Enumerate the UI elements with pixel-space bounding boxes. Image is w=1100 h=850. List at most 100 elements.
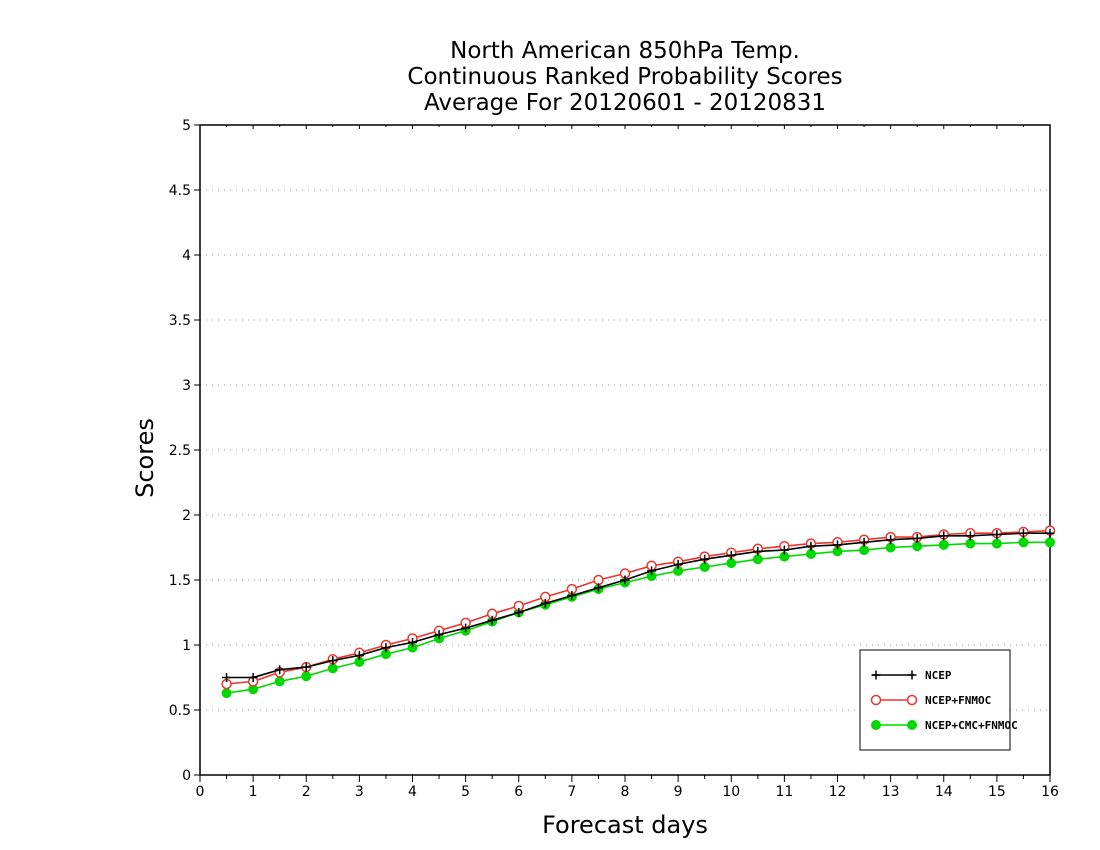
data-point xyxy=(991,538,1002,549)
x-tick-label: 16 xyxy=(1041,784,1059,800)
x-tick-label: 9 xyxy=(674,784,683,800)
data-point xyxy=(806,541,816,551)
y-tick-label: 2.5 xyxy=(169,443,191,459)
data-point xyxy=(301,662,311,672)
data-point xyxy=(906,694,918,706)
plot-frame xyxy=(199,124,1051,776)
data-point xyxy=(381,643,391,653)
x-tick-label: 0 xyxy=(196,784,205,800)
data-point xyxy=(647,566,657,576)
data-point xyxy=(965,531,975,541)
data-point xyxy=(833,540,842,550)
x-tick-label: 7 xyxy=(567,784,576,800)
x-tick-label: 6 xyxy=(514,784,523,800)
y-gridlines xyxy=(200,189,1050,711)
data-point xyxy=(593,583,603,593)
y-tick-label: 1 xyxy=(182,638,191,654)
x-tick-label: 5 xyxy=(461,784,470,800)
y-tick-label: 0 xyxy=(182,768,191,784)
x-axis-title: Forecast days xyxy=(542,811,708,839)
data-point xyxy=(1045,537,1055,548)
y-tick-label: 2 xyxy=(182,508,191,524)
data-point xyxy=(859,545,870,556)
data-point xyxy=(461,623,471,633)
data-point xyxy=(673,559,683,569)
data-point xyxy=(354,650,364,660)
y-tick-label: 5 xyxy=(182,118,191,134)
y-tick-label: 3.5 xyxy=(169,313,191,329)
y-tick-label: 4.5 xyxy=(169,183,191,199)
data-point xyxy=(871,670,881,680)
data-point xyxy=(1018,528,1028,538)
data-point xyxy=(487,615,497,625)
data-point xyxy=(912,541,923,552)
data-point xyxy=(886,535,896,545)
x-tick-label: 3 xyxy=(355,784,364,800)
legend-label: NCEP+FNMOC xyxy=(925,694,991,707)
chart-title-line-2: Continuous Ranked Probability Scores xyxy=(407,64,842,90)
x-tick-label: 1 xyxy=(249,784,258,800)
x-tick-label: 11 xyxy=(775,784,793,800)
data-point xyxy=(907,720,917,730)
x-tick-label: 13 xyxy=(882,784,900,800)
data-point xyxy=(274,676,285,687)
data-point xyxy=(221,688,232,699)
x-tick-label: 2 xyxy=(302,784,311,800)
legend-entry: NCEP+FNMOC xyxy=(870,694,991,707)
data-point xyxy=(700,554,710,564)
data-point xyxy=(1045,528,1055,538)
x-tick-label: 12 xyxy=(829,784,847,800)
data-point xyxy=(912,533,922,543)
legend-label: NCEP xyxy=(925,669,952,682)
data-point xyxy=(540,598,550,608)
data-point xyxy=(222,673,232,682)
data-point xyxy=(907,670,917,680)
x-tick-label: 8 xyxy=(621,784,630,800)
data-point xyxy=(328,656,338,666)
x-tick-label: 4 xyxy=(408,784,417,800)
data-point xyxy=(567,591,577,601)
data-point xyxy=(726,558,737,569)
data-point xyxy=(752,554,763,565)
data-point xyxy=(1018,537,1029,548)
data-point xyxy=(408,637,417,647)
data-point xyxy=(938,539,949,550)
data-point xyxy=(726,550,736,560)
data-point xyxy=(699,562,710,572)
y-tick-label: 4 xyxy=(182,248,191,264)
y-tick-label: 1.5 xyxy=(169,573,191,589)
data-point xyxy=(992,530,1002,539)
data-point xyxy=(805,549,816,559)
legend-entry: NCEP xyxy=(871,669,952,682)
data-point xyxy=(859,537,869,547)
data-point xyxy=(885,542,896,553)
y-tick-label: 0.5 xyxy=(169,703,191,719)
legend-label: NCEP+CMC+FNMOC xyxy=(925,719,1018,732)
x-tick-label: 15 xyxy=(988,784,1006,800)
data-point xyxy=(620,575,630,585)
x-tick-label: 10 xyxy=(722,784,740,800)
data-point xyxy=(275,665,285,675)
legend-entry: NCEP+CMC+FNMOC xyxy=(871,719,1018,732)
y-axis-ticks: 0 0.5 1 1.5 2 2.5 3 3.5 4 4.5 5 xyxy=(169,118,200,784)
data-point xyxy=(965,538,976,549)
chart-title: North American 850hPa Temp. Continuous R… xyxy=(407,38,842,116)
x-tick-label: 14 xyxy=(935,784,953,800)
x-axis-ticks: 0 1 2 3 4 5 6 7 8 9 10 11 12 13 14 15 16 xyxy=(196,125,1059,800)
data-point xyxy=(434,630,444,640)
series-ncep xyxy=(222,528,1055,682)
data-point xyxy=(514,608,524,617)
data-point xyxy=(327,663,338,674)
series-layer xyxy=(221,525,1056,699)
data-point xyxy=(248,673,258,682)
data-point xyxy=(301,671,312,682)
data-point xyxy=(871,720,881,730)
data-point xyxy=(779,545,789,555)
chart-title-line-1: North American 850hPa Temp. xyxy=(450,38,800,64)
y-axis-title: Scores xyxy=(131,418,159,498)
data-point xyxy=(939,531,949,541)
data-point xyxy=(870,694,882,706)
legend: NCEP NCEP+FNMOC NCEP+CMC+FNMOC xyxy=(859,649,1018,751)
data-point xyxy=(753,546,763,556)
